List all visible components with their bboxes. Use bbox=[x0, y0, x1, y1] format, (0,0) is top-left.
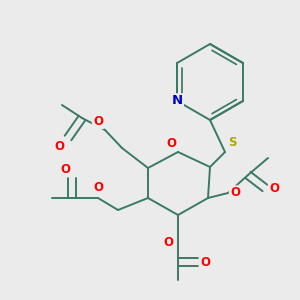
Text: O: O bbox=[93, 181, 103, 194]
Text: O: O bbox=[163, 236, 173, 248]
Text: O: O bbox=[230, 187, 240, 200]
Text: O: O bbox=[166, 137, 176, 150]
Text: O: O bbox=[200, 256, 210, 268]
Text: O: O bbox=[93, 115, 103, 128]
Text: O: O bbox=[269, 182, 279, 194]
Text: S: S bbox=[228, 136, 236, 149]
Text: O: O bbox=[60, 163, 70, 176]
Text: N: N bbox=[172, 94, 183, 107]
Text: O: O bbox=[54, 140, 64, 153]
